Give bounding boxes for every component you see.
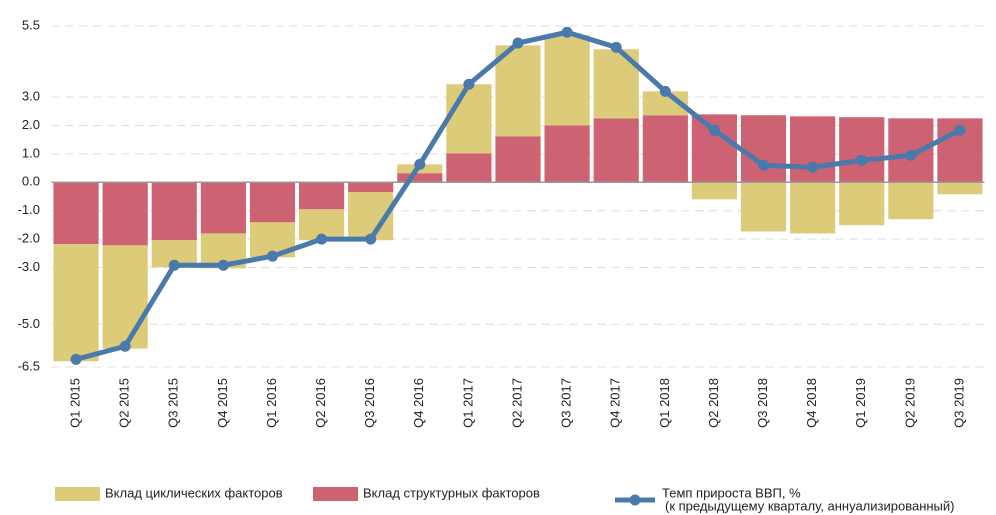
y-tick-label: 1.0	[22, 145, 40, 160]
bar	[839, 117, 885, 183]
y-tick-label: -6.5	[18, 358, 40, 373]
bar	[888, 182, 934, 220]
line-marker	[708, 124, 720, 136]
line-marker	[463, 78, 475, 90]
line-marker	[414, 158, 426, 170]
bar	[348, 182, 394, 193]
legend-swatch	[629, 494, 641, 506]
bar	[593, 118, 639, 183]
x-tick-label: Q2 2016	[313, 378, 328, 428]
line-marker	[119, 340, 131, 352]
x-tick-label: Q3 2015	[166, 378, 181, 428]
bar	[397, 173, 443, 183]
x-tick-label: Q1 2016	[264, 378, 279, 428]
bar	[495, 45, 541, 137]
y-tick-label: 0.0	[22, 174, 40, 189]
legend-swatch	[55, 487, 100, 501]
x-tick-label: Q1 2019	[853, 378, 868, 428]
line-marker	[316, 233, 328, 245]
line-marker	[168, 259, 180, 271]
x-tick-label: Q2 2017	[509, 378, 524, 428]
x-tick-label: Q4 2016	[411, 378, 426, 428]
bar	[53, 244, 99, 362]
x-tick-label: Q3 2016	[362, 378, 377, 428]
line-marker	[217, 259, 229, 271]
x-tick-label: Q1 2017	[460, 378, 475, 428]
legend-label: Вклад циклических факторов	[105, 485, 283, 500]
legend-swatch	[313, 487, 358, 501]
line-marker	[70, 353, 82, 365]
bar	[544, 35, 590, 126]
line-marker	[659, 85, 671, 97]
legend-label: Темп прироста ВВП, %	[662, 485, 801, 500]
bar	[102, 182, 148, 246]
x-tick-label: Q2 2018	[706, 378, 721, 428]
bar	[102, 245, 148, 349]
bar	[691, 114, 738, 183]
bar	[200, 182, 246, 234]
bar	[790, 182, 836, 234]
bar	[53, 182, 99, 245]
x-tick-label: Q4 2017	[608, 378, 623, 428]
x-tick-label: Q1 2015	[67, 378, 82, 428]
x-tick-label: Q1 2018	[657, 378, 672, 428]
bar	[151, 182, 197, 241]
x-tick-label: Q3 2018	[755, 378, 770, 428]
bar	[740, 182, 787, 232]
x-tick-label: Q2 2019	[902, 378, 917, 428]
y-tick-label: 5.5	[22, 17, 40, 32]
x-tick-label: Q3 2019	[951, 378, 966, 428]
bar	[544, 125, 590, 183]
bar	[937, 182, 983, 195]
legend-note: (к предыдущему кварталу, аннуализированн…	[665, 498, 955, 513]
bar	[446, 153, 492, 183]
bar	[298, 182, 345, 210]
line-marker	[365, 233, 377, 245]
bar	[446, 84, 492, 154]
y-tick-label: -1.0	[18, 202, 40, 217]
bar	[249, 182, 296, 223]
line-marker	[856, 154, 868, 166]
y-tick-label: -2.0	[18, 231, 40, 246]
line-marker	[807, 161, 819, 173]
y-tick-label: -3.0	[18, 259, 40, 274]
line-marker	[758, 159, 770, 171]
x-tick-label: Q4 2015	[215, 378, 230, 428]
bar	[495, 136, 541, 183]
y-tick-label: -5.0	[18, 316, 40, 331]
bar	[740, 115, 787, 183]
y-tick-label: 2.0	[22, 117, 40, 132]
x-tick-label: Q3 2017	[559, 378, 574, 428]
line-marker	[610, 41, 622, 53]
bar	[642, 115, 688, 183]
bar	[691, 182, 738, 200]
legend-label: Вклад структурных факторов	[363, 485, 540, 500]
y-tick-label: 3.0	[22, 88, 40, 103]
line-marker	[266, 250, 278, 262]
line-marker	[512, 37, 524, 49]
line-marker	[954, 124, 966, 136]
x-tick-label: Q2 2015	[117, 378, 132, 428]
bar	[839, 182, 885, 226]
line-marker	[561, 26, 573, 38]
line-marker	[905, 149, 917, 161]
x-tick-label: Q4 2018	[804, 378, 819, 428]
